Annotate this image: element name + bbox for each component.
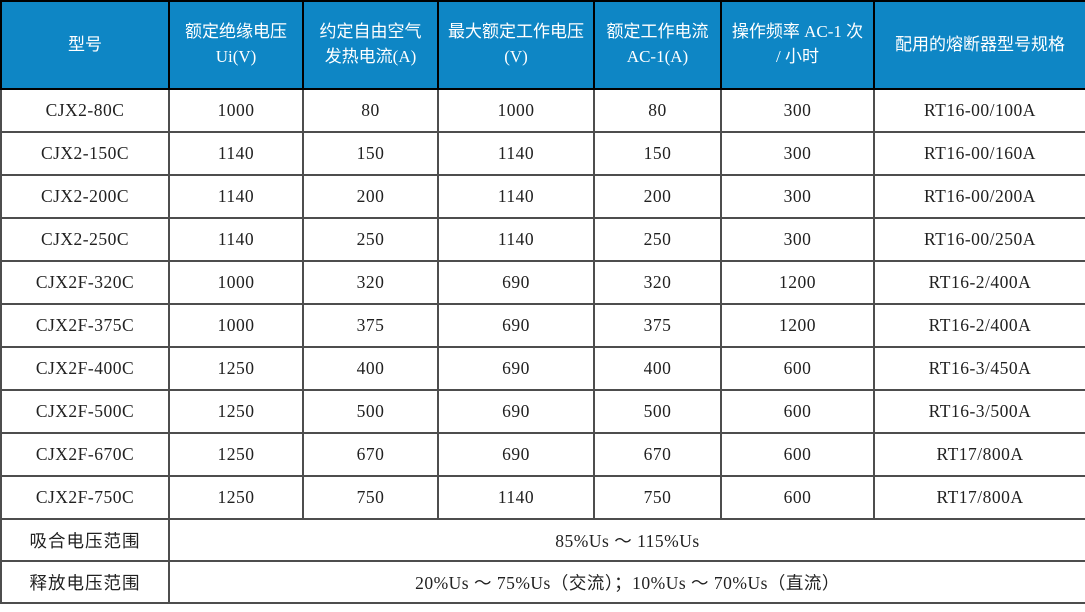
cell-fuse-spec: RT17/800A (873, 475, 1085, 520)
cell-thermal-current: 400 (302, 346, 439, 391)
cell-op-frequency: 1200 (720, 260, 875, 305)
cell-thermal-current: 320 (302, 260, 439, 305)
cell-max-voltage: 1140 (437, 174, 595, 219)
cell-insulation-voltage: 1140 (168, 217, 304, 262)
table-row: CJX2F-670C 1250 670 690 670 600 RT17/800… (0, 432, 1085, 477)
cell-model: CJX2-150C (0, 131, 170, 176)
cell-working-current: 500 (593, 389, 722, 434)
cell-insulation-voltage: 1140 (168, 131, 304, 176)
cell-fuse-spec: RT16-00/100A (873, 88, 1085, 133)
table-row: CJX2F-400C 1250 400 690 400 600 RT16-3/4… (0, 346, 1085, 391)
col-header-rated-insulation-voltage: 额定绝缘电压 Ui(V) (168, 0, 304, 90)
table-row: CJX2-250C 1140 250 1140 250 300 RT16-00/… (0, 217, 1085, 262)
cell-model: CJX2F-750C (0, 475, 170, 520)
cell-thermal-current: 750 (302, 475, 439, 520)
cell-thermal-current: 670 (302, 432, 439, 477)
table-row: CJX2-150C 1140 150 1140 150 300 RT16-00/… (0, 131, 1085, 176)
col-header-conventional-thermal-current: 约定自由空气发热电流(A) (302, 0, 439, 90)
cell-working-current: 250 (593, 217, 722, 262)
table-row: CJX2F-320C 1000 320 690 320 1200 RT16-2/… (0, 260, 1085, 305)
cell-op-frequency: 300 (720, 174, 875, 219)
cell-op-frequency: 300 (720, 131, 875, 176)
footer-row-pickup-voltage: 吸合电压范围 85%Us ～ 115%Us (0, 518, 1085, 562)
cell-op-frequency: 600 (720, 432, 875, 477)
cell-op-frequency: 300 (720, 217, 875, 262)
cell-max-voltage: 1000 (437, 88, 595, 133)
cell-thermal-current: 500 (302, 389, 439, 434)
col-header-model: 型号 (0, 0, 170, 90)
cell-fuse-spec: RT16-00/160A (873, 131, 1085, 176)
col-header-fuse-spec: 配用的熔断器型号规格 (873, 0, 1085, 90)
cell-working-current: 670 (593, 432, 722, 477)
cell-working-current: 80 (593, 88, 722, 133)
cell-working-current: 320 (593, 260, 722, 305)
cell-fuse-spec: RT16-3/450A (873, 346, 1085, 391)
cell-model: CJX2F-400C (0, 346, 170, 391)
cell-working-current: 750 (593, 475, 722, 520)
cell-working-current: 400 (593, 346, 722, 391)
cell-model: CJX2-80C (0, 88, 170, 133)
col-header-rated-working-current: 额定工作电流 AC-1(A) (593, 0, 722, 90)
cell-max-voltage: 690 (437, 389, 595, 434)
cell-max-voltage: 690 (437, 260, 595, 305)
table-row: CJX2-80C 1000 80 1000 80 300 RT16-00/100… (0, 88, 1085, 133)
cell-model: CJX2F-500C (0, 389, 170, 434)
cell-fuse-spec: RT16-00/250A (873, 217, 1085, 262)
table-row: CJX2F-500C 1250 500 690 500 600 RT16-3/5… (0, 389, 1085, 434)
cell-op-frequency: 600 (720, 475, 875, 520)
cell-thermal-current: 375 (302, 303, 439, 348)
cell-thermal-current: 150 (302, 131, 439, 176)
table-row: CJX2-200C 1140 200 1140 200 300 RT16-00/… (0, 174, 1085, 219)
cell-max-voltage: 690 (437, 346, 595, 391)
cell-working-current: 375 (593, 303, 722, 348)
cell-model: CJX2-200C (0, 174, 170, 219)
cell-insulation-voltage: 1250 (168, 389, 304, 434)
cell-insulation-voltage: 1000 (168, 88, 304, 133)
cell-max-voltage: 1140 (437, 217, 595, 262)
cell-fuse-spec: RT17/800A (873, 432, 1085, 477)
cell-thermal-current: 200 (302, 174, 439, 219)
footer-row-release-voltage: 释放电压范围 20%Us ～ 75%Us（交流）；10%Us ～ 70%Us（直… (0, 560, 1085, 604)
header-row: 型号 额定绝缘电压 Ui(V) 约定自由空气发热电流(A) 最大额定工作电压(V… (0, 0, 1085, 90)
cell-op-frequency: 1200 (720, 303, 875, 348)
cell-insulation-voltage: 1000 (168, 260, 304, 305)
cell-model: CJX2F-375C (0, 303, 170, 348)
cell-insulation-voltage: 1140 (168, 174, 304, 219)
cell-thermal-current: 80 (302, 88, 439, 133)
cell-model: CJX2-250C (0, 217, 170, 262)
cell-op-frequency: 600 (720, 346, 875, 391)
footer-label-pickup-voltage-range: 吸合电压范围 (0, 518, 170, 562)
footer-value-pickup-voltage-range: 85%Us ～ 115%Us (168, 518, 1085, 562)
cell-fuse-spec: RT16-00/200A (873, 174, 1085, 219)
cell-insulation-voltage: 1250 (168, 432, 304, 477)
cell-insulation-voltage: 1250 (168, 346, 304, 391)
cell-working-current: 150 (593, 131, 722, 176)
cell-fuse-spec: RT16-2/400A (873, 260, 1085, 305)
cell-fuse-spec: RT16-2/400A (873, 303, 1085, 348)
table-row: CJX2F-750C 1250 750 1140 750 600 RT17/80… (0, 475, 1085, 520)
cell-max-voltage: 1140 (437, 475, 595, 520)
cell-thermal-current: 250 (302, 217, 439, 262)
cell-insulation-voltage: 1250 (168, 475, 304, 520)
footer-label-release-voltage-range: 释放电压范围 (0, 560, 170, 604)
cell-model: CJX2F-320C (0, 260, 170, 305)
cell-op-frequency: 300 (720, 88, 875, 133)
cell-fuse-spec: RT16-3/500A (873, 389, 1085, 434)
cell-op-frequency: 600 (720, 389, 875, 434)
cell-insulation-voltage: 1000 (168, 303, 304, 348)
footer-value-release-voltage-range: 20%Us ～ 75%Us（交流）；10%Us ～ 70%Us（直流） (168, 560, 1085, 604)
cell-max-voltage: 690 (437, 303, 595, 348)
col-header-operating-frequency: 操作频率 AC-1 次 / 小时 (720, 0, 875, 90)
cell-max-voltage: 1140 (437, 131, 595, 176)
cell-working-current: 200 (593, 174, 722, 219)
col-header-max-working-voltage: 最大额定工作电压(V) (437, 0, 595, 90)
cell-model: CJX2F-670C (0, 432, 170, 477)
cell-max-voltage: 690 (437, 432, 595, 477)
table-row: CJX2F-375C 1000 375 690 375 1200 RT16-2/… (0, 303, 1085, 348)
